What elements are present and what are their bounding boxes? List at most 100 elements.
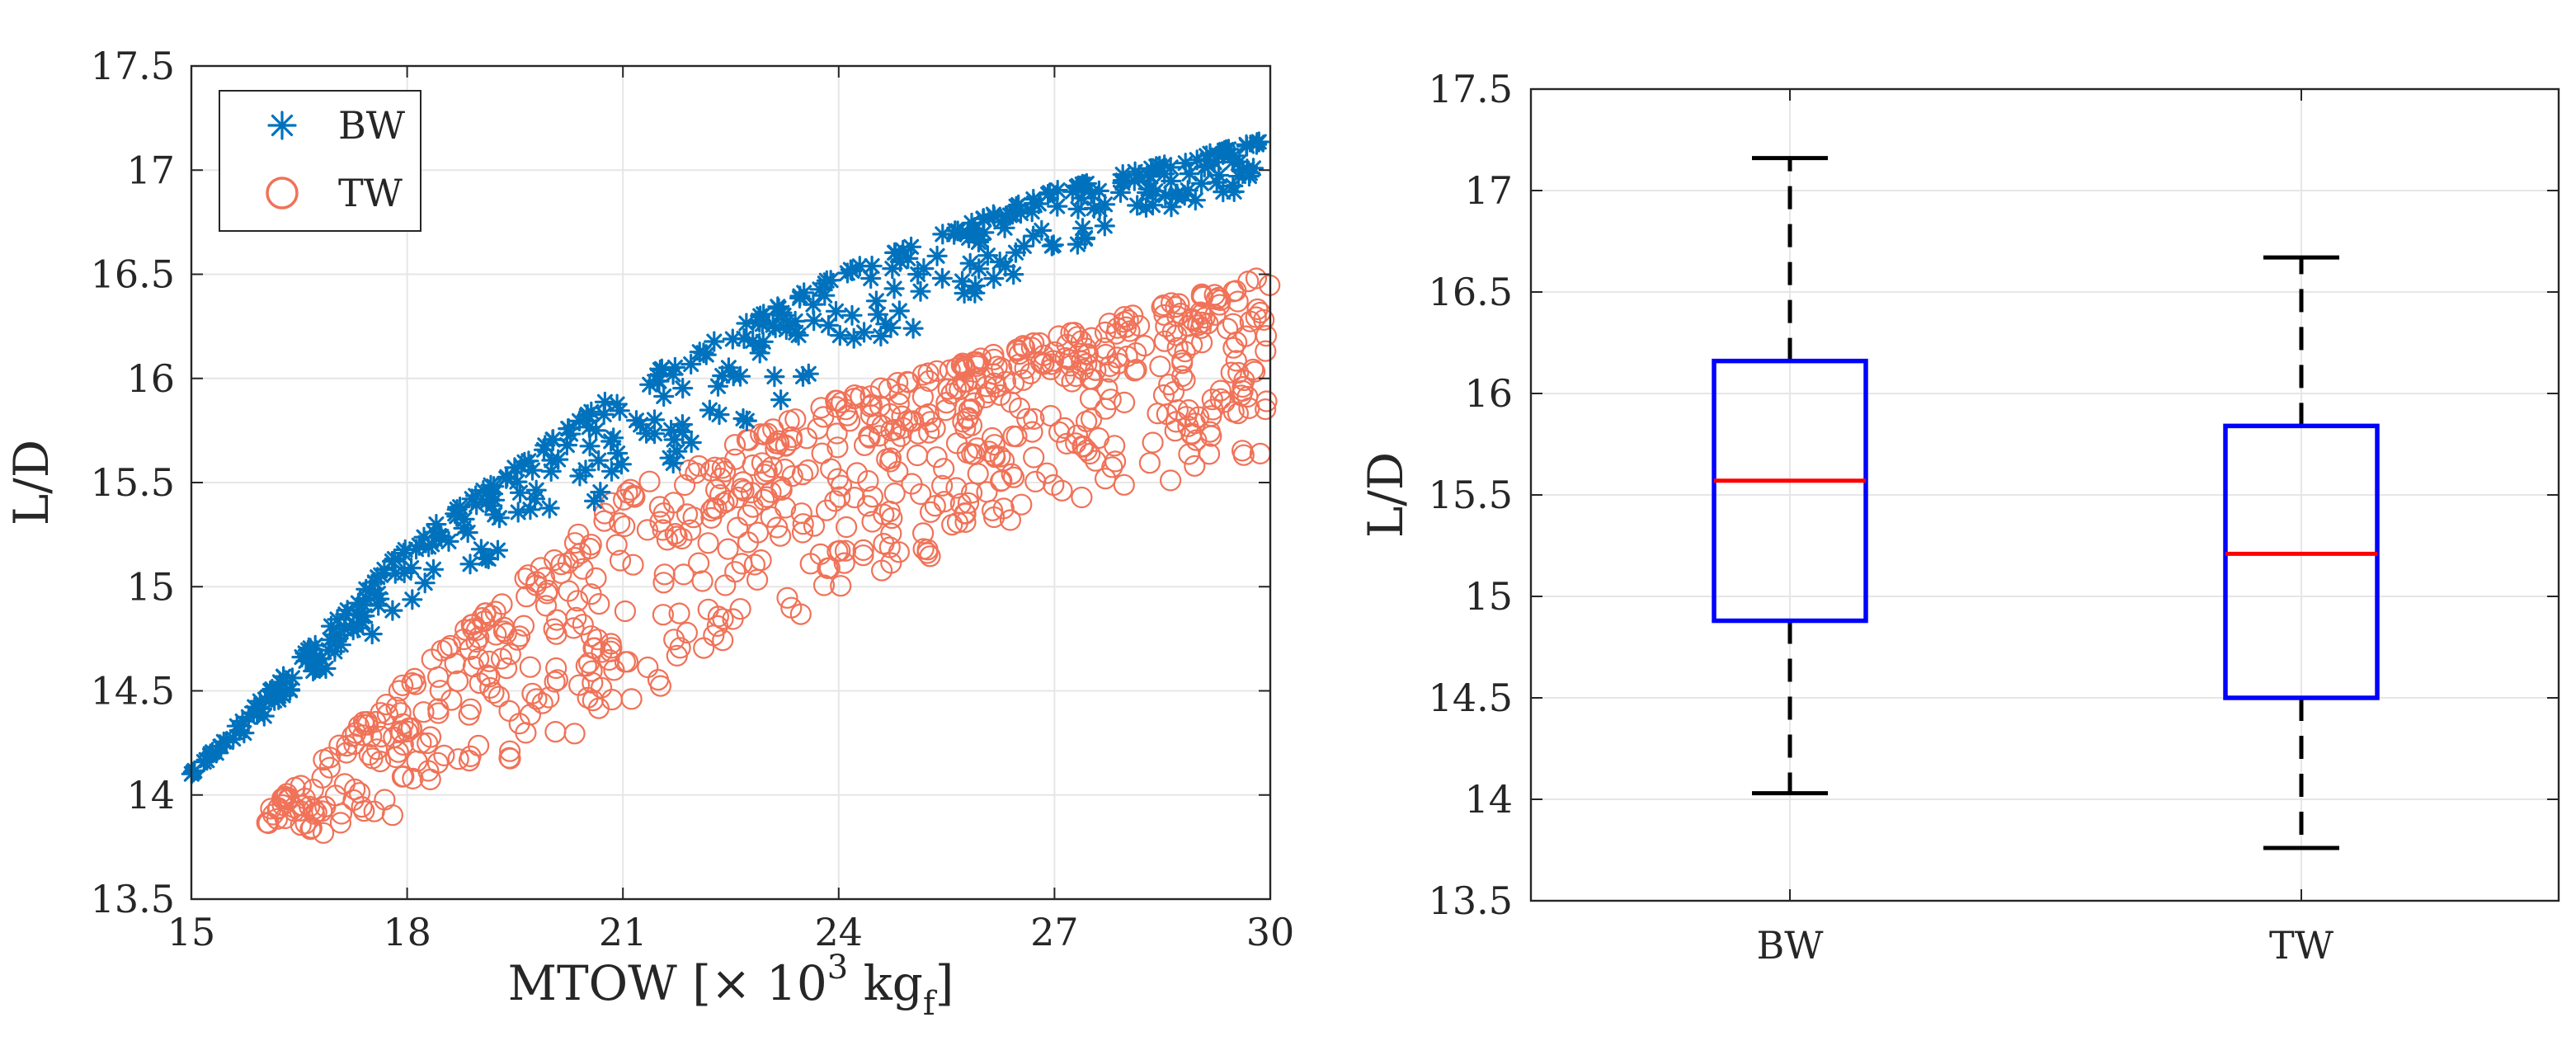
tw-point — [353, 799, 375, 822]
tw-point — [687, 552, 710, 574]
tw-point — [311, 800, 333, 822]
tw-point — [508, 713, 530, 735]
bw-point — [951, 271, 973, 292]
legend-tw-label: TW — [338, 171, 403, 215]
tw-point — [1048, 325, 1070, 347]
tw-point — [260, 798, 282, 820]
box-chart: 13.5 14 14.5 15 15.5 16 16.5 17 17.5 BW TW L/D — [1358, 67, 2560, 968]
bw-point — [944, 220, 966, 242]
bw-point — [1094, 215, 1115, 237]
tw-point — [888, 393, 910, 415]
bw-point — [1076, 172, 1098, 195]
tw-point — [369, 750, 392, 773]
tw-point — [716, 490, 739, 512]
tw-point — [1245, 267, 1268, 290]
tw-point — [1171, 365, 1194, 388]
bw-point — [333, 618, 356, 639]
tw-point — [668, 602, 690, 624]
tw-point — [939, 359, 961, 381]
tw-point — [753, 488, 775, 511]
bw-point — [662, 364, 684, 385]
bw-point — [1136, 181, 1158, 204]
bw-point — [509, 482, 531, 503]
x-tick-label: 18 — [383, 910, 431, 954]
bw-point — [671, 413, 694, 436]
tw-point — [789, 603, 812, 625]
y-tick-label: 15.5 — [1429, 473, 1513, 517]
tw-point — [1002, 425, 1024, 447]
tw-point — [852, 539, 874, 562]
bw-point — [861, 255, 883, 277]
bw-point — [762, 314, 784, 336]
tw-point — [1023, 332, 1045, 355]
tw-point — [1056, 333, 1078, 356]
tw-point — [313, 822, 335, 844]
tw-point — [1101, 456, 1123, 478]
tw-point — [499, 747, 521, 770]
tw-point — [946, 511, 969, 534]
bw-point — [579, 436, 600, 457]
tw-point — [797, 459, 819, 482]
tw-point — [1190, 332, 1213, 354]
tw-point — [1243, 360, 1266, 383]
tw-point — [1094, 468, 1117, 490]
legend: BW TW — [219, 90, 421, 232]
tw-point — [732, 479, 755, 502]
bw-point — [1208, 164, 1230, 186]
y-tick-label: 17 — [126, 148, 175, 192]
tw-point — [945, 477, 968, 499]
tw-point — [275, 786, 297, 809]
tw-point — [609, 511, 631, 535]
tw-point — [357, 714, 379, 736]
bw-point — [353, 594, 374, 615]
bw-point — [511, 455, 532, 477]
tw-point — [933, 458, 955, 480]
tw-point — [1024, 470, 1047, 493]
tw-point — [1175, 406, 1198, 428]
tw-point — [1236, 385, 1259, 408]
tw-point — [917, 403, 940, 426]
bw-point — [542, 429, 564, 450]
tw-point — [909, 483, 932, 506]
bw-point — [977, 245, 999, 266]
bw-point — [963, 219, 985, 241]
tw-point — [732, 471, 754, 493]
tw-point — [277, 789, 299, 811]
bw-point — [959, 252, 981, 274]
bw-point — [888, 300, 911, 322]
tw-point — [567, 674, 591, 696]
legend-bw-label: BW — [338, 103, 406, 148]
tw-point — [717, 538, 739, 560]
tw-point — [614, 515, 636, 538]
bw-point — [639, 374, 661, 395]
bw-point — [196, 750, 218, 771]
tw-point — [1209, 388, 1231, 410]
tw-point — [826, 436, 849, 459]
tw-point — [982, 343, 1005, 366]
bw-point — [319, 629, 341, 651]
tw-point — [1096, 378, 1118, 400]
bw-point — [1124, 161, 1146, 182]
legend-box — [219, 90, 421, 232]
tw-point — [1066, 424, 1089, 447]
tw-point — [999, 509, 1022, 531]
tw-point — [656, 529, 679, 551]
tw-point — [447, 748, 469, 770]
tw-point — [723, 434, 746, 456]
bw-point — [393, 542, 414, 564]
tw-point — [724, 448, 746, 470]
bw-point — [994, 217, 1015, 238]
bw-point — [507, 502, 529, 523]
tw-point — [444, 652, 466, 675]
x-tick-label: 15 — [167, 910, 216, 954]
tw-point — [1071, 359, 1095, 381]
tw-point — [565, 606, 587, 629]
tw-point — [673, 473, 696, 497]
bw-point — [487, 539, 509, 561]
tw-point — [544, 720, 567, 743]
bw-point — [1005, 242, 1027, 263]
tw-point — [727, 516, 749, 539]
x-axis-label-sup: 3 — [827, 949, 848, 987]
tw-point — [417, 732, 439, 755]
tw-point — [835, 516, 858, 539]
